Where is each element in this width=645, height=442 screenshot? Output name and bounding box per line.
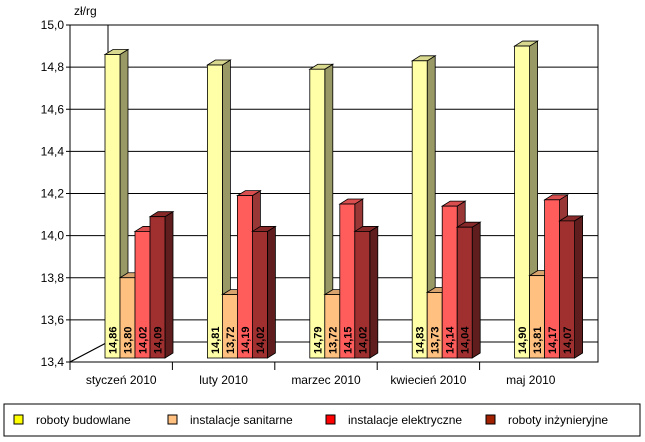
y-tick-label: 14,2 bbox=[41, 187, 65, 201]
x-tick-label: maj 2010 bbox=[506, 373, 556, 387]
bar-side bbox=[164, 210, 174, 359]
y-tick-label: 13,8 bbox=[41, 271, 65, 285]
x-tick-label: kwiecień 2010 bbox=[390, 373, 466, 387]
bar-side bbox=[471, 221, 481, 359]
data-label: 14,19 bbox=[240, 326, 252, 354]
legend-swatch bbox=[325, 414, 336, 425]
y-tick-label: 14,8 bbox=[41, 60, 65, 74]
bar bbox=[149, 216, 166, 359]
legend-swatch bbox=[167, 414, 178, 425]
data-label: 14,07 bbox=[562, 326, 574, 354]
legend-swatch bbox=[485, 414, 496, 425]
bar bbox=[456, 226, 473, 359]
x-tick-label: luty 2010 bbox=[199, 373, 248, 387]
bar-side bbox=[369, 225, 379, 359]
y-tick-label: 13,6 bbox=[41, 313, 65, 327]
data-label: 13,72 bbox=[327, 326, 339, 354]
bar bbox=[251, 231, 268, 359]
bar-side bbox=[574, 215, 583, 359]
y-tick-label: 14,0 bbox=[41, 229, 65, 243]
bar-side bbox=[266, 225, 276, 359]
bar bbox=[206, 64, 223, 359]
data-label: 14,02 bbox=[255, 326, 267, 354]
data-label: 14,81 bbox=[210, 326, 222, 354]
data-label: 14,83 bbox=[415, 326, 427, 354]
bar bbox=[514, 45, 530, 359]
legend bbox=[3, 403, 641, 437]
bar bbox=[411, 60, 428, 359]
x-tick-label: marzec 2010 bbox=[291, 373, 361, 387]
data-label: 14,86 bbox=[108, 326, 120, 354]
legend-swatch bbox=[13, 414, 24, 425]
bar bbox=[354, 231, 371, 359]
y-tick-label: 14,4 bbox=[41, 144, 65, 158]
x-tick-label: styczeń 2010 bbox=[86, 373, 157, 387]
y-tick-label: 14,6 bbox=[41, 102, 65, 116]
bar bbox=[104, 54, 121, 359]
y-axis-label: zł/rg bbox=[74, 4, 97, 18]
data-label: 14,09 bbox=[153, 326, 165, 354]
data-label: 13,72 bbox=[225, 326, 237, 354]
data-label: 13,80 bbox=[123, 326, 135, 354]
y-tick-label: 15,0 bbox=[41, 18, 65, 32]
bar bbox=[559, 220, 575, 359]
data-label: 14,02 bbox=[138, 326, 150, 354]
data-label: 13,73 bbox=[430, 326, 442, 354]
data-label: 14,15 bbox=[342, 326, 354, 354]
legend-label: instalacje sanitarne bbox=[190, 413, 293, 427]
legend-label: roboty inżynieryjne bbox=[508, 413, 608, 427]
legend-label: instalacje elektryczne bbox=[348, 413, 462, 427]
y-tick-label: 13,4 bbox=[41, 355, 65, 369]
data-label: 14,04 bbox=[460, 326, 472, 354]
data-label: 14,90 bbox=[517, 326, 529, 354]
data-label: 14,14 bbox=[445, 326, 457, 354]
bar bbox=[309, 68, 326, 359]
data-label: 14,02 bbox=[357, 326, 369, 354]
data-label: 14,79 bbox=[312, 326, 324, 354]
data-label: 14,17 bbox=[547, 326, 559, 354]
legend-label: roboty budowlane bbox=[36, 413, 131, 427]
data-label: 13,81 bbox=[532, 326, 544, 354]
